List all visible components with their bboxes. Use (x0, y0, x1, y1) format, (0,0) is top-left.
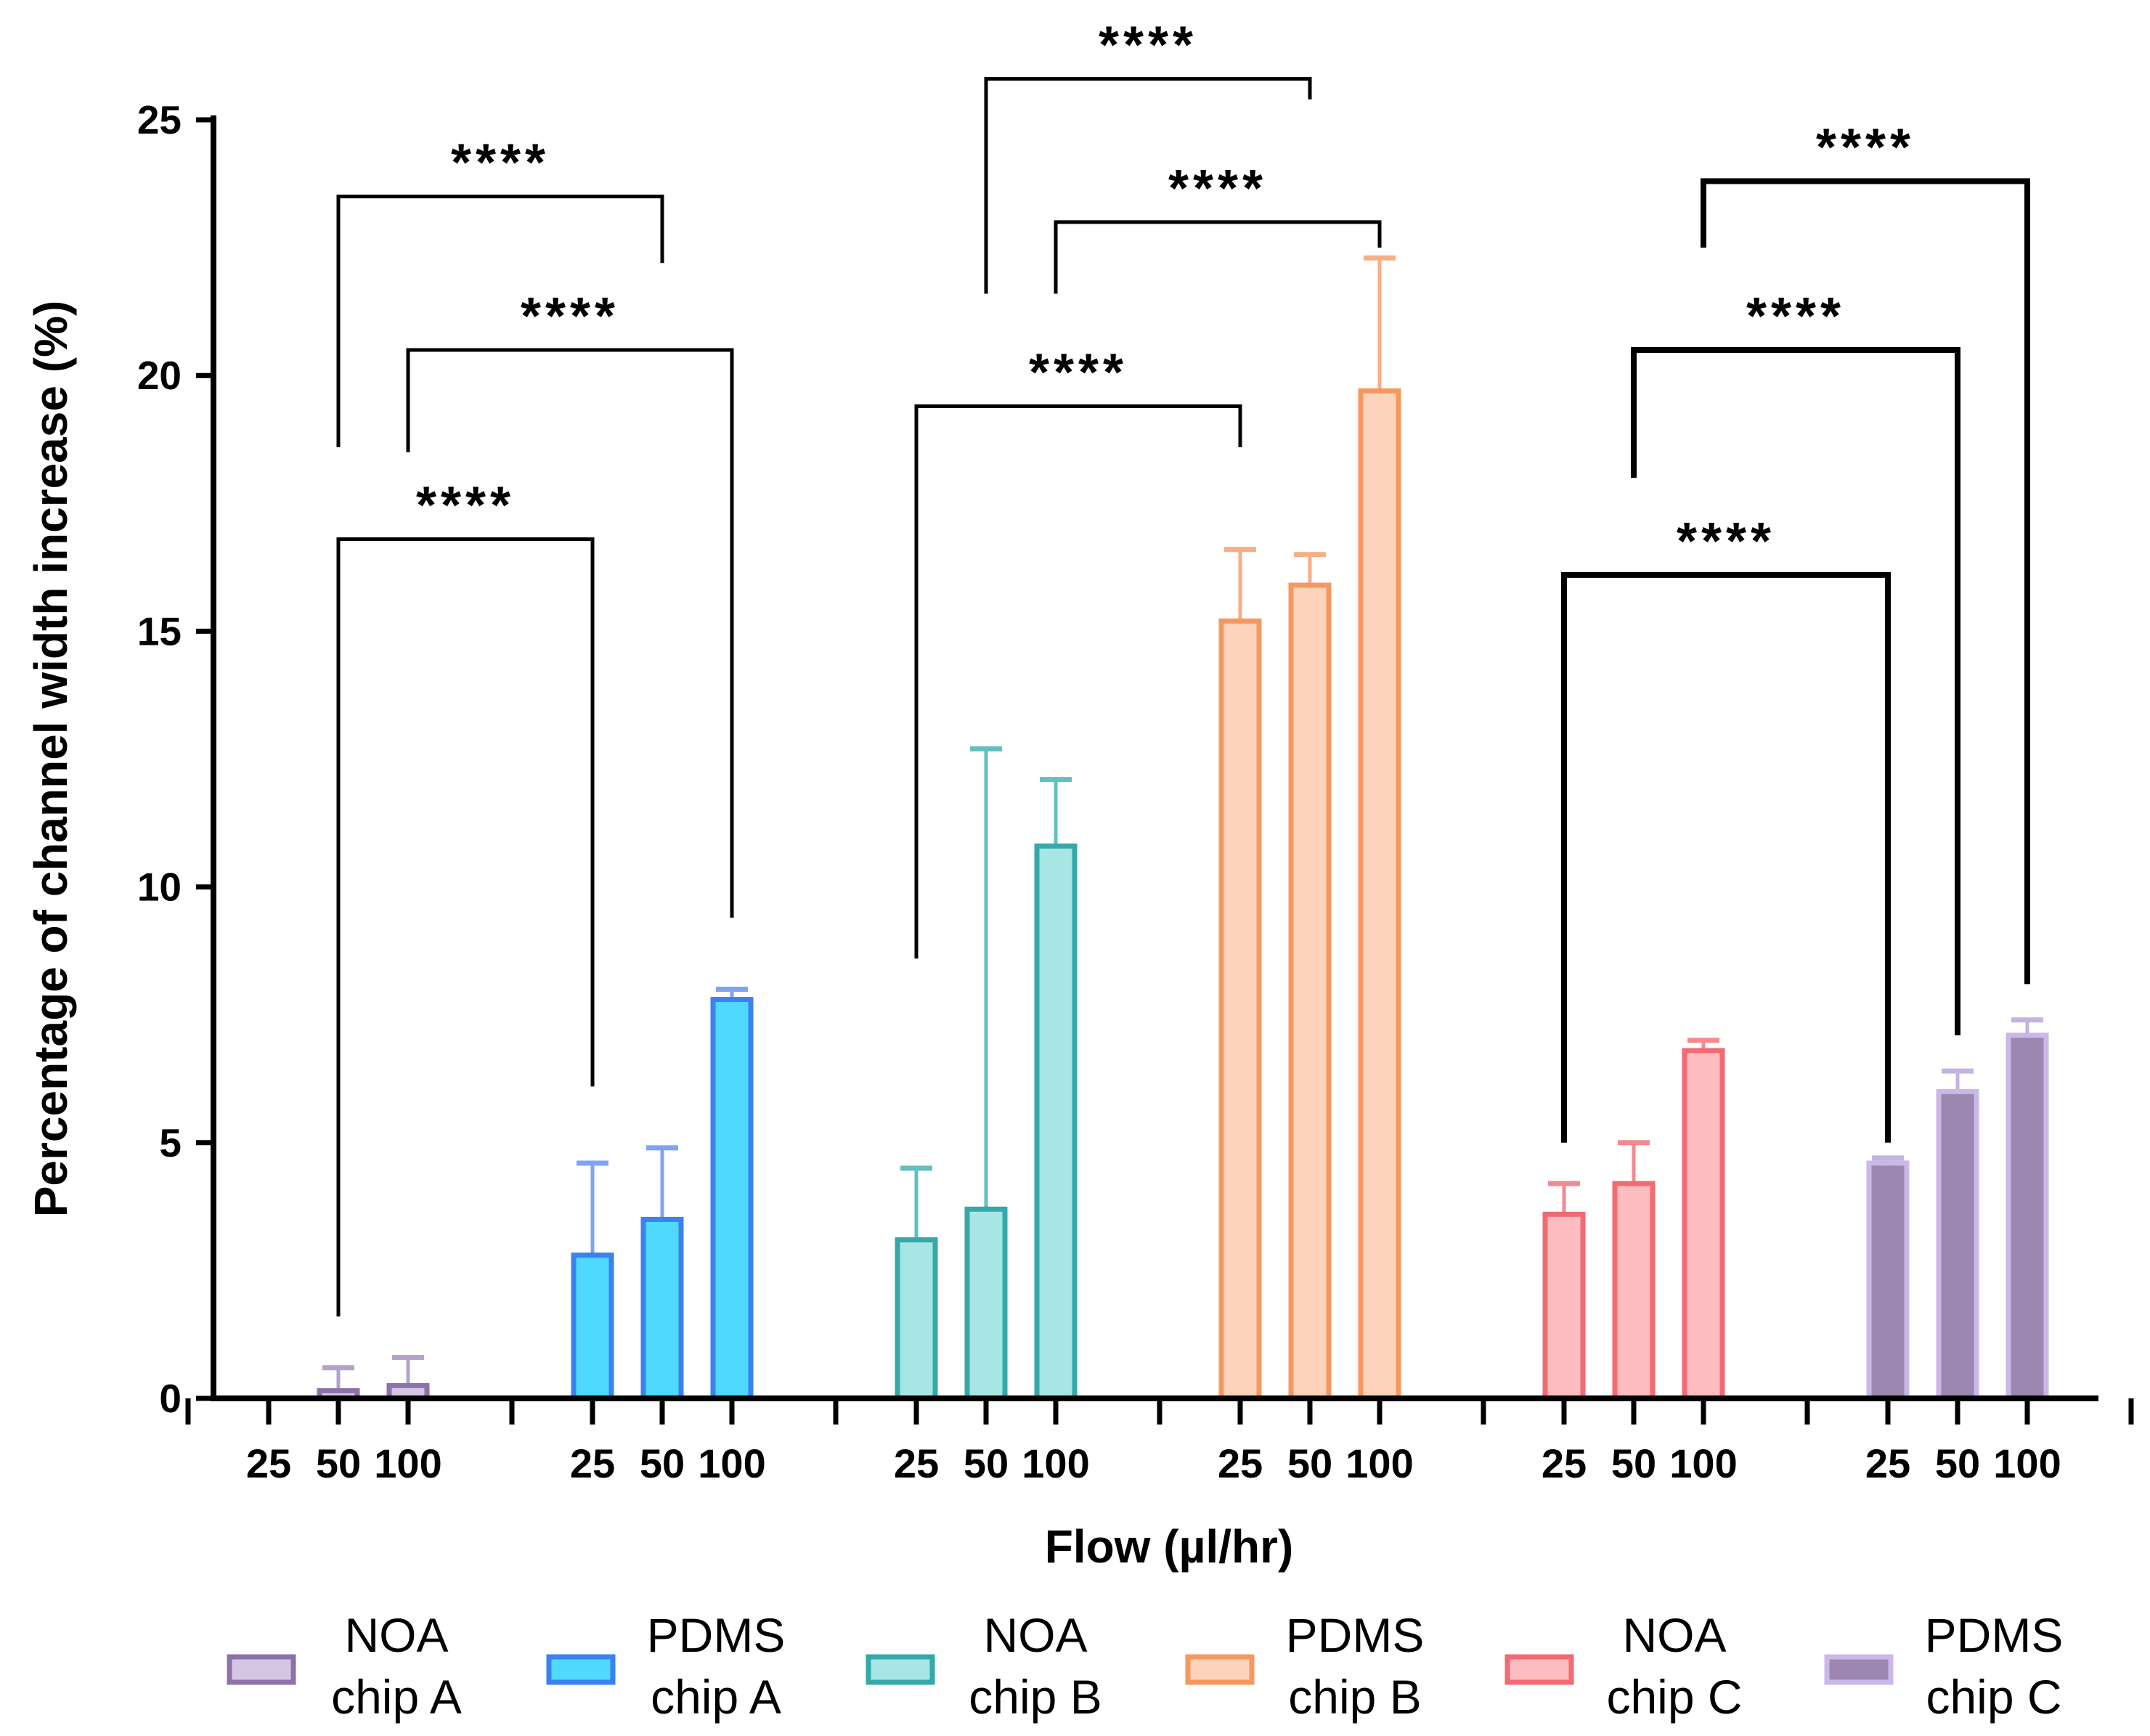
legend-label-line2: chip A (651, 1670, 781, 1724)
significance-label: **** (1746, 288, 1845, 346)
bar (1218, 618, 1262, 1401)
x-tick-label: 100 (1669, 1440, 1737, 1486)
x-tick-label: 100 (1345, 1440, 1413, 1486)
legend-swatch (1185, 1654, 1255, 1685)
x-tick-label: 25 (1542, 1440, 1587, 1486)
y-tick-label: 5 (159, 1120, 182, 1165)
legend-label-line1: PDMS (1286, 1608, 1425, 1662)
legend-label-line1: PDMS (1925, 1608, 2064, 1662)
bar (1288, 582, 1332, 1401)
x-tick-label: 25 (1218, 1440, 1263, 1486)
legend-label-line1: NOA (344, 1608, 448, 1662)
bar (964, 1206, 1008, 1401)
significance-bracket (984, 77, 1312, 294)
x-tick-label: 50 (964, 1440, 1009, 1486)
y-tick-label: 15 (137, 608, 182, 653)
bar (640, 1216, 684, 1401)
legend-label-line1: NOA (1622, 1608, 1726, 1662)
bar (1358, 388, 1401, 1401)
bar (1034, 843, 1078, 1401)
legend-label-line1: NOA (983, 1608, 1087, 1662)
significance-bracket (1631, 346, 1960, 1035)
legend-swatch (546, 1654, 616, 1685)
x-tick-label: 25 (246, 1440, 291, 1486)
significance-bracket (914, 404, 1242, 959)
significance-label: **** (1168, 160, 1267, 218)
significance-bracket (336, 195, 664, 447)
bar (571, 1252, 614, 1401)
y-tick-label: 20 (137, 353, 182, 398)
x-tick-label: 50 (1935, 1440, 1980, 1486)
legend-label-line2: chip B (1288, 1670, 1421, 1724)
bar (1542, 1211, 1586, 1401)
significance-label: **** (416, 477, 515, 535)
legend-label-line1: PDMS (647, 1608, 786, 1662)
x-tick-label: 25 (894, 1440, 939, 1486)
x-tick-label: 100 (698, 1440, 765, 1486)
legend-label-line2: chip B (969, 1670, 1102, 1724)
significance-bracket (336, 537, 595, 1317)
legend: NOA chip A PDMS chip A NOA chip B PDMS chip B NO… (227, 1608, 2064, 1724)
bar (1866, 1160, 1910, 1401)
significance-label: **** (1099, 17, 1197, 75)
bar (1612, 1181, 1656, 1401)
bar (1936, 1088, 1979, 1401)
legend-label-line2: chip C (1606, 1670, 1742, 1724)
y-axis-title: Percentage of channel width increase (%) (25, 301, 77, 1218)
bar (895, 1237, 938, 1401)
plot-area (317, 255, 2049, 1401)
significance-label: **** (1029, 343, 1128, 402)
x-tick-label: 25 (570, 1440, 615, 1486)
significance-bracket (406, 348, 734, 918)
y-tick-label: 25 (137, 97, 182, 142)
axes: 0 5 10 15 20 25 25 50 100 25 50 100 25 50 100 25 50 100 25… (137, 97, 2134, 1486)
y-tick-label: 10 (137, 865, 182, 910)
x-tick-label: 50 (1287, 1440, 1332, 1486)
x-tick-label: 50 (640, 1440, 685, 1486)
y-tick-label: 0 (159, 1376, 182, 1421)
bar (2006, 1032, 2049, 1401)
bar (710, 997, 754, 1401)
significance-label: **** (1677, 513, 1775, 571)
significance-bracket (1701, 178, 2030, 985)
legend-swatch (1504, 1654, 1574, 1685)
legend-label-line2: chip A (331, 1670, 462, 1724)
legend-swatch (227, 1654, 296, 1685)
significance-label: **** (451, 134, 550, 192)
legend-label-line2: chip C (1926, 1670, 2061, 1724)
bar (1682, 1048, 1725, 1401)
significance-bracket (1561, 571, 1891, 1143)
significance-label: **** (521, 288, 619, 346)
significance-bracket (1054, 220, 1382, 294)
x-axis-title: Flow (µl/hr) (1045, 1520, 1294, 1573)
significance-label: **** (1816, 119, 1915, 177)
x-tick-label: 100 (1993, 1440, 2061, 1486)
x-tick-label: 50 (1611, 1440, 1656, 1486)
legend-swatch (866, 1654, 935, 1685)
legend-swatch (1824, 1654, 1894, 1685)
x-tick-label: 50 (316, 1440, 361, 1486)
x-tick-label: 100 (374, 1440, 441, 1486)
x-tick-label: 25 (1865, 1440, 1910, 1486)
x-tick-label: 100 (1022, 1440, 1089, 1486)
significance-brackets: **** **** **** **** **** **** **** **** **** (336, 17, 2030, 1317)
